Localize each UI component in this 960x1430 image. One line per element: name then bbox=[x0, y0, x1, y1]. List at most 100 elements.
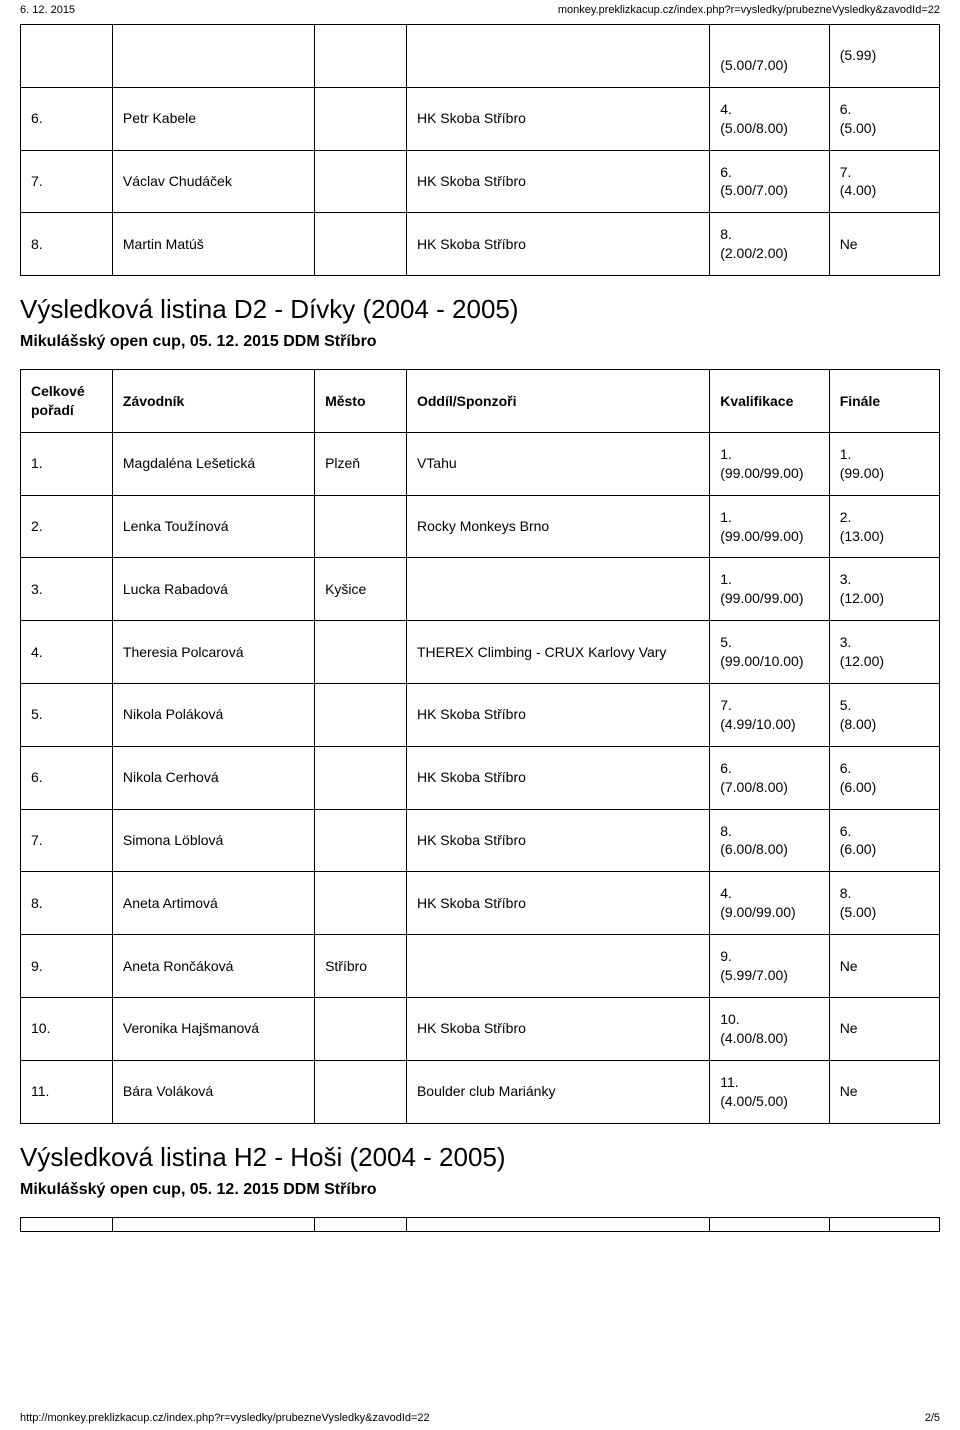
cell-qual: 6. (7.00/8.00) bbox=[710, 746, 829, 809]
cell-qual: 4. (5.00/8.00) bbox=[710, 87, 829, 150]
table-header-row: Celkové pořadí Závodník Město Oddíl/Spon… bbox=[21, 370, 940, 433]
cell-club: HK Skoba Stříbro bbox=[406, 872, 709, 935]
cell-city bbox=[315, 809, 407, 872]
cell-city: Plzeň bbox=[315, 432, 407, 495]
cell-qual: 6. (5.00/7.00) bbox=[710, 150, 829, 213]
cell-name bbox=[112, 25, 314, 88]
col-final: Finále bbox=[829, 370, 939, 433]
cell-name: Petr Kabele bbox=[112, 87, 314, 150]
cell-rank: 10. bbox=[21, 997, 113, 1060]
cell-club: HK Skoba Stříbro bbox=[406, 150, 709, 213]
cell-final: 5. (8.00) bbox=[829, 684, 939, 747]
cell-qual: 1. (99.00/99.00) bbox=[710, 495, 829, 558]
table-row: 9.Aneta RončákováStříbro9. (5.99/7.00)Ne bbox=[21, 935, 940, 998]
cell-rank: 7. bbox=[21, 809, 113, 872]
cell-city bbox=[315, 746, 407, 809]
col-rank: Celkové pořadí bbox=[21, 370, 113, 433]
cell-qual: 9. (5.99/7.00) bbox=[710, 935, 829, 998]
cell-name: Aneta Rončáková bbox=[112, 935, 314, 998]
cell-qual: 1. (99.00/99.00) bbox=[710, 558, 829, 621]
results-table-continuation: (5.00/7.00)(5.99)6.Petr KabeleHK Skoba S… bbox=[20, 24, 940, 276]
cell-club: HK Skoba Stříbro bbox=[406, 213, 709, 276]
cell-final: 6. (6.00) bbox=[829, 746, 939, 809]
table-row: 11.Bára VolákováBoulder club Mariánky11.… bbox=[21, 1060, 940, 1123]
cell-qual: 8. (6.00/8.00) bbox=[710, 809, 829, 872]
cell-final: 3. (12.00) bbox=[829, 621, 939, 684]
cell-club: Rocky Monkeys Brno bbox=[406, 495, 709, 558]
cell-city bbox=[315, 872, 407, 935]
cell-qual: (5.00/7.00) bbox=[710, 25, 829, 88]
cell-city bbox=[315, 1060, 407, 1123]
cell-qual: 7. (4.99/10.00) bbox=[710, 684, 829, 747]
table-row: 8.Aneta ArtimováHK Skoba Stříbro4. (9.00… bbox=[21, 872, 940, 935]
cell-rank: 1. bbox=[21, 432, 113, 495]
cell-rank: 4. bbox=[21, 621, 113, 684]
cell-final: 2. (13.00) bbox=[829, 495, 939, 558]
cell-qual: 1. (99.00/99.00) bbox=[710, 432, 829, 495]
table-row bbox=[21, 1217, 940, 1231]
section-title-h2: Výsledková listina H2 - Hoši (2004 - 200… bbox=[20, 1142, 940, 1173]
header-date: 6. 12. 2015 bbox=[20, 4, 75, 16]
footer-url: http://monkey.preklizkacup.cz/index.php?… bbox=[20, 1412, 430, 1424]
cell-final: (5.99) bbox=[829, 25, 939, 88]
cell-rank: 9. bbox=[21, 935, 113, 998]
cell-name: Václav Chudáček bbox=[112, 150, 314, 213]
cell-qual: 8. (2.00/2.00) bbox=[710, 213, 829, 276]
cell-club: HK Skoba Stříbro bbox=[406, 746, 709, 809]
table-row: 10.Veronika HajšmanováHK Skoba Stříbro10… bbox=[21, 997, 940, 1060]
table-row: 7.Václav Chudáček HK Skoba Stříbro6. (5.0… bbox=[21, 150, 940, 213]
cell-rank: 8. bbox=[21, 872, 113, 935]
cell-city bbox=[315, 150, 407, 213]
cell-club: HK Skoba Stříbro bbox=[406, 809, 709, 872]
section-subtitle-d2: Mikulášský open cup, 05. 12. 2015 DDM St… bbox=[20, 333, 940, 351]
cell-name: Bára Voláková bbox=[112, 1060, 314, 1123]
cell-club: HK Skoba Stříbro bbox=[406, 87, 709, 150]
cell-rank: 6. bbox=[21, 87, 113, 150]
cell-final: Ne bbox=[829, 997, 939, 1060]
cell-name: Lucka Rabadová bbox=[112, 558, 314, 621]
cell-name: Aneta Artimová bbox=[112, 872, 314, 935]
cell-name: Nikola Poláková bbox=[112, 684, 314, 747]
cell-final: Ne bbox=[829, 213, 939, 276]
cell-city bbox=[315, 213, 407, 276]
cell-city bbox=[315, 25, 407, 88]
cell-final: 3. (12.00) bbox=[829, 558, 939, 621]
table-row: 2.Lenka ToužínováRocky Monkeys Brno1. (9… bbox=[21, 495, 940, 558]
print-footer: http://monkey.preklizkacup.cz/index.php?… bbox=[0, 1406, 960, 1430]
cell-club: HK Skoba Stříbro bbox=[406, 997, 709, 1060]
cell-rank: 3. bbox=[21, 558, 113, 621]
cell-city bbox=[315, 495, 407, 558]
cell-name: Theresia Polcarová bbox=[112, 621, 314, 684]
cell-qual: 5. (99.00/10.00) bbox=[710, 621, 829, 684]
results-table-h2-stub bbox=[20, 1217, 940, 1232]
cell-club bbox=[406, 558, 709, 621]
table-row: 4.Theresia Polcarová THEREX Climbing - CR… bbox=[21, 621, 940, 684]
cell-final: 6. (6.00) bbox=[829, 809, 939, 872]
section-title-d2: Výsledková listina D2 - Dívky (2004 - 20… bbox=[20, 294, 940, 325]
table-row: 6.Nikola CerhováHK Skoba Stříbro6. (7.00… bbox=[21, 746, 940, 809]
table-row: 3.Lucka RabadováKyšice 1. (99.00/99.00)3.… bbox=[21, 558, 940, 621]
cell-final: 7. (4.00) bbox=[829, 150, 939, 213]
table-row: 5.Nikola PolákováHK Skoba Stříbro7. (4.9… bbox=[21, 684, 940, 747]
cell-rank: 5. bbox=[21, 684, 113, 747]
cell-name: Nikola Cerhová bbox=[112, 746, 314, 809]
cell-name: Magdaléna Lešetická bbox=[112, 432, 314, 495]
cell-rank: 11. bbox=[21, 1060, 113, 1123]
cell-name: Veronika Hajšmanová bbox=[112, 997, 314, 1060]
cell-city: Kyšice bbox=[315, 558, 407, 621]
table-row: (5.00/7.00)(5.99) bbox=[21, 25, 940, 88]
cell-rank: 7. bbox=[21, 150, 113, 213]
cell-club: THEREX Climbing - CRUX Karlovy Vary bbox=[406, 621, 709, 684]
cell-name: Simona Löblová bbox=[112, 809, 314, 872]
cell-city bbox=[315, 684, 407, 747]
table-row: 8.Martin MatúšHK Skoba Stříbro8. (2.00/2… bbox=[21, 213, 940, 276]
cell-final: Ne bbox=[829, 1060, 939, 1123]
results-table-d2: Celkové pořadí Závodník Město Oddíl/Spon… bbox=[20, 369, 940, 1123]
col-name: Závodník bbox=[112, 370, 314, 433]
cell-final: 1. (99.00) bbox=[829, 432, 939, 495]
cell-rank bbox=[21, 25, 113, 88]
cell-name: Lenka Toužínová bbox=[112, 495, 314, 558]
col-city: Město bbox=[315, 370, 407, 433]
section-subtitle-h2: Mikulášský open cup, 05. 12. 2015 DDM St… bbox=[20, 1181, 940, 1199]
cell-final: 8. (5.00) bbox=[829, 872, 939, 935]
